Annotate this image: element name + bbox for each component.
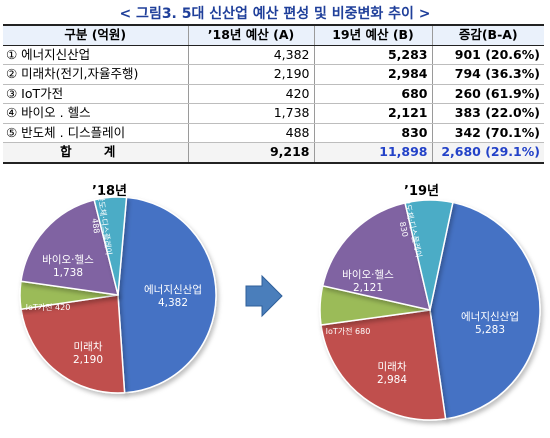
row-2019: 2,121 bbox=[313, 103, 432, 124]
header-2019-budget: 19년 예산 (B) bbox=[313, 24, 432, 46]
table-row: ⑤ 반도체 . 디스플레이 488 830 342 (70.1%) bbox=[3, 123, 544, 143]
table-row: ① 에너지신산업 4,382 5,283 901 (20.6%) bbox=[3, 45, 544, 65]
total-2018: 9,218 bbox=[187, 142, 314, 164]
table-total-row: 합 계 9,218 11,898 2,680 (29.1%) bbox=[3, 142, 544, 164]
table-row: ④ 바이오 . 헬스 1,738 2,121 383 (22.0%) bbox=[3, 103, 544, 124]
slice-label-bio: 바이오·헬스 1,738 bbox=[42, 254, 94, 279]
total-name: 합 계 bbox=[3, 142, 188, 164]
slice-label-iot: IoT가전 680 bbox=[326, 326, 371, 336]
slice-label-bio: 바이오·헬스 2,121 bbox=[342, 269, 394, 294]
pie-2019-title: ’19년 bbox=[404, 184, 439, 199]
table-header-row: 구분 (억원) ’18년 예산 (A) 19년 예산 (B) 증감(B-A) bbox=[3, 24, 544, 46]
table-row: ③ IoT가전 420 680 260 (61.9%) bbox=[3, 84, 544, 104]
pie-slice-bio bbox=[20, 199, 119, 296]
total-2019: 11,898 bbox=[313, 142, 432, 164]
figure-title: < 그림3. 5대 신산업 예산 편성 및 비중변화 추이 > bbox=[119, 6, 431, 22]
arrow-icon bbox=[245, 274, 283, 318]
row-2018: 4,382 bbox=[187, 45, 314, 65]
slice-label-iot: IoT가전 420 bbox=[26, 302, 71, 312]
row-2018: 1,738 bbox=[187, 103, 314, 124]
row-change: 794 (36.3%) bbox=[431, 64, 544, 85]
row-2018: 2,190 bbox=[187, 64, 314, 85]
pie-slice-bio bbox=[321, 201, 432, 311]
row-2019: 5,283 bbox=[313, 45, 432, 65]
pie-slice-car bbox=[20, 294, 126, 394]
pie-slice-semi bbox=[93, 196, 128, 296]
slice-label-car: 미래차 2,984 bbox=[377, 361, 407, 386]
row-name: ② 미래차(전기,자율주행) bbox=[3, 64, 188, 85]
row-name: ③ IoT가전 bbox=[3, 84, 188, 104]
row-change: 260 (61.9%) bbox=[431, 84, 544, 104]
pie-slice-car bbox=[320, 309, 447, 421]
row-2018: 420 bbox=[187, 84, 314, 104]
pie-slice-energy bbox=[429, 201, 541, 420]
row-name: ④ 바이오 . 헬스 bbox=[3, 103, 188, 124]
row-name: ① 에너지신산업 bbox=[3, 45, 188, 65]
row-2019: 2,984 bbox=[313, 64, 432, 85]
row-change: 383 (22.0%) bbox=[431, 103, 544, 124]
pie-2018-title: ’18년 bbox=[92, 184, 127, 199]
row-change: 901 (20.6%) bbox=[431, 45, 544, 65]
row-change: 342 (70.1%) bbox=[431, 123, 544, 143]
header-category: 구분 (억원) bbox=[3, 24, 188, 46]
row-2019: 680 bbox=[313, 84, 432, 104]
pie-slice-energy bbox=[117, 196, 217, 394]
budget-table: 구분 (억원) ’18년 예산 (A) 19년 예산 (B) 증감(B-A) ①… bbox=[3, 24, 544, 164]
pie-slice-semi bbox=[404, 199, 454, 311]
slice-label-car: 미래차 2,190 bbox=[73, 341, 103, 366]
total-change: 2,680 (29.1%) bbox=[431, 142, 544, 164]
header-2018-budget: ’18년 예산 (A) bbox=[187, 24, 314, 46]
header-change: 증감(B-A) bbox=[431, 24, 544, 46]
slice-label-energy: 에너지신산업 4,382 bbox=[144, 283, 202, 309]
slice-label-energy: 에너지신산업 5,283 bbox=[461, 310, 519, 336]
table-row: ② 미래차(전기,자율주행) 2,190 2,984 794 (36.3%) bbox=[3, 64, 544, 85]
